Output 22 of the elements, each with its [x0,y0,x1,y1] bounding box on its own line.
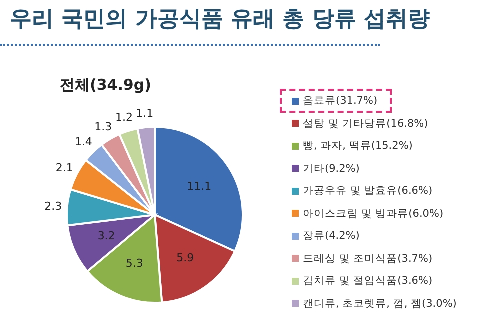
legend-label: 아이스크림 및 빙과류(6.0%) [303,206,444,222]
data-label: 1.2 [116,111,134,124]
legend-label: 드레싱 및 조미식품(3.7%) [303,252,433,266]
legend-label: 음료류(31.7%) [303,94,378,109]
data-label: 2.3 [44,200,62,213]
data-label: 2.1 [56,161,74,174]
data-label: 1.1 [136,107,154,120]
legend-label: 기타(9.2%) [303,162,360,176]
data-label: 3.2 [98,230,116,243]
legend-label: 설탕 및 기타당류(16.8%) [303,116,428,132]
legend-label: 장류(4.2%) [303,229,360,244]
legend-label: 캔디류, 초코렛류, 껌, 젬(3.0%) [303,296,457,312]
chart-subtitle: 전체(34.9g) [60,76,152,95]
legend-label: 김치류 및 절임식품(3.6%) [303,274,433,289]
chart-title: 우리 국민의 가공식품 유래 총 당류 섭취량 [10,6,430,34]
data-label: 1.4 [74,136,92,149]
legend-label: 가공우유 및 발효유(6.6%) [303,184,433,199]
data-label: 5.9 [176,252,194,265]
legend-label: 빵, 과자, 떡류(15.2%) [303,139,413,154]
data-label: 11.1 [187,180,212,193]
data-label: 1.3 [94,120,112,134]
data-label: 5.3 [126,257,144,270]
